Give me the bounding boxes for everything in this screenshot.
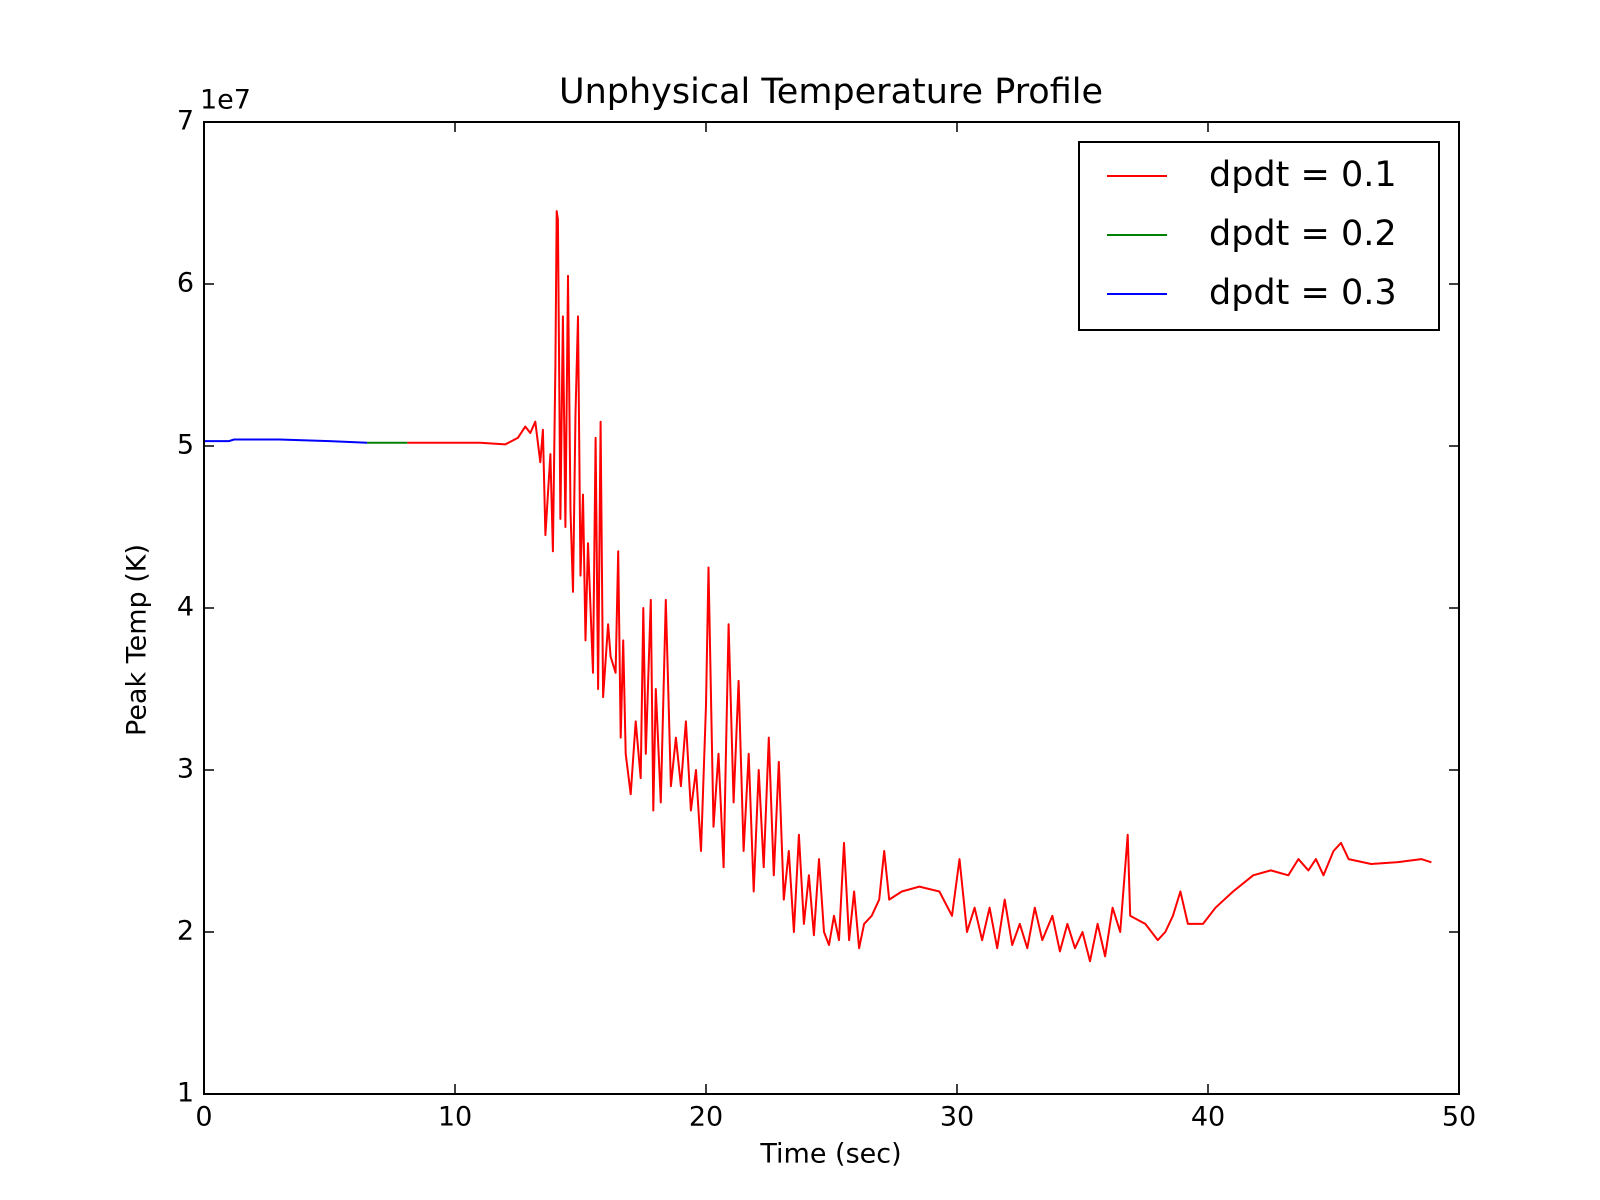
y-tick-label: 2 xyxy=(177,916,194,947)
legend-label: dpdt = 0.3 xyxy=(1209,273,1397,313)
x-tick-label: 40 xyxy=(1191,1102,1225,1133)
y-axis-label: Peak Temp (K) xyxy=(122,544,153,736)
y-tick-label: 5 xyxy=(177,430,194,461)
y-tick-label: 4 xyxy=(177,592,194,623)
y-offset-label: 1e7 xyxy=(200,85,251,116)
line xyxy=(407,210,1432,963)
x-tick-label: 30 xyxy=(940,1102,974,1133)
x-tick-label: 50 xyxy=(1442,1102,1476,1133)
y-tick-label: 1 xyxy=(177,1078,194,1109)
chart-title: Unphysical Temperature Profile xyxy=(559,72,1103,112)
y-tick-label: 6 xyxy=(177,268,194,299)
x-tick-label: 0 xyxy=(195,1102,212,1133)
x-tick-label: 10 xyxy=(438,1102,472,1133)
x-axis-label: Time (sec) xyxy=(759,1139,901,1170)
y-tick-label: 7 xyxy=(177,106,194,137)
line xyxy=(204,438,368,444)
legend-label: dpdt = 0.1 xyxy=(1209,155,1397,195)
x-tick-label: 20 xyxy=(689,1102,723,1133)
legend-label: dpdt = 0.2 xyxy=(1209,214,1397,254)
y-tick-label: 3 xyxy=(177,754,194,785)
